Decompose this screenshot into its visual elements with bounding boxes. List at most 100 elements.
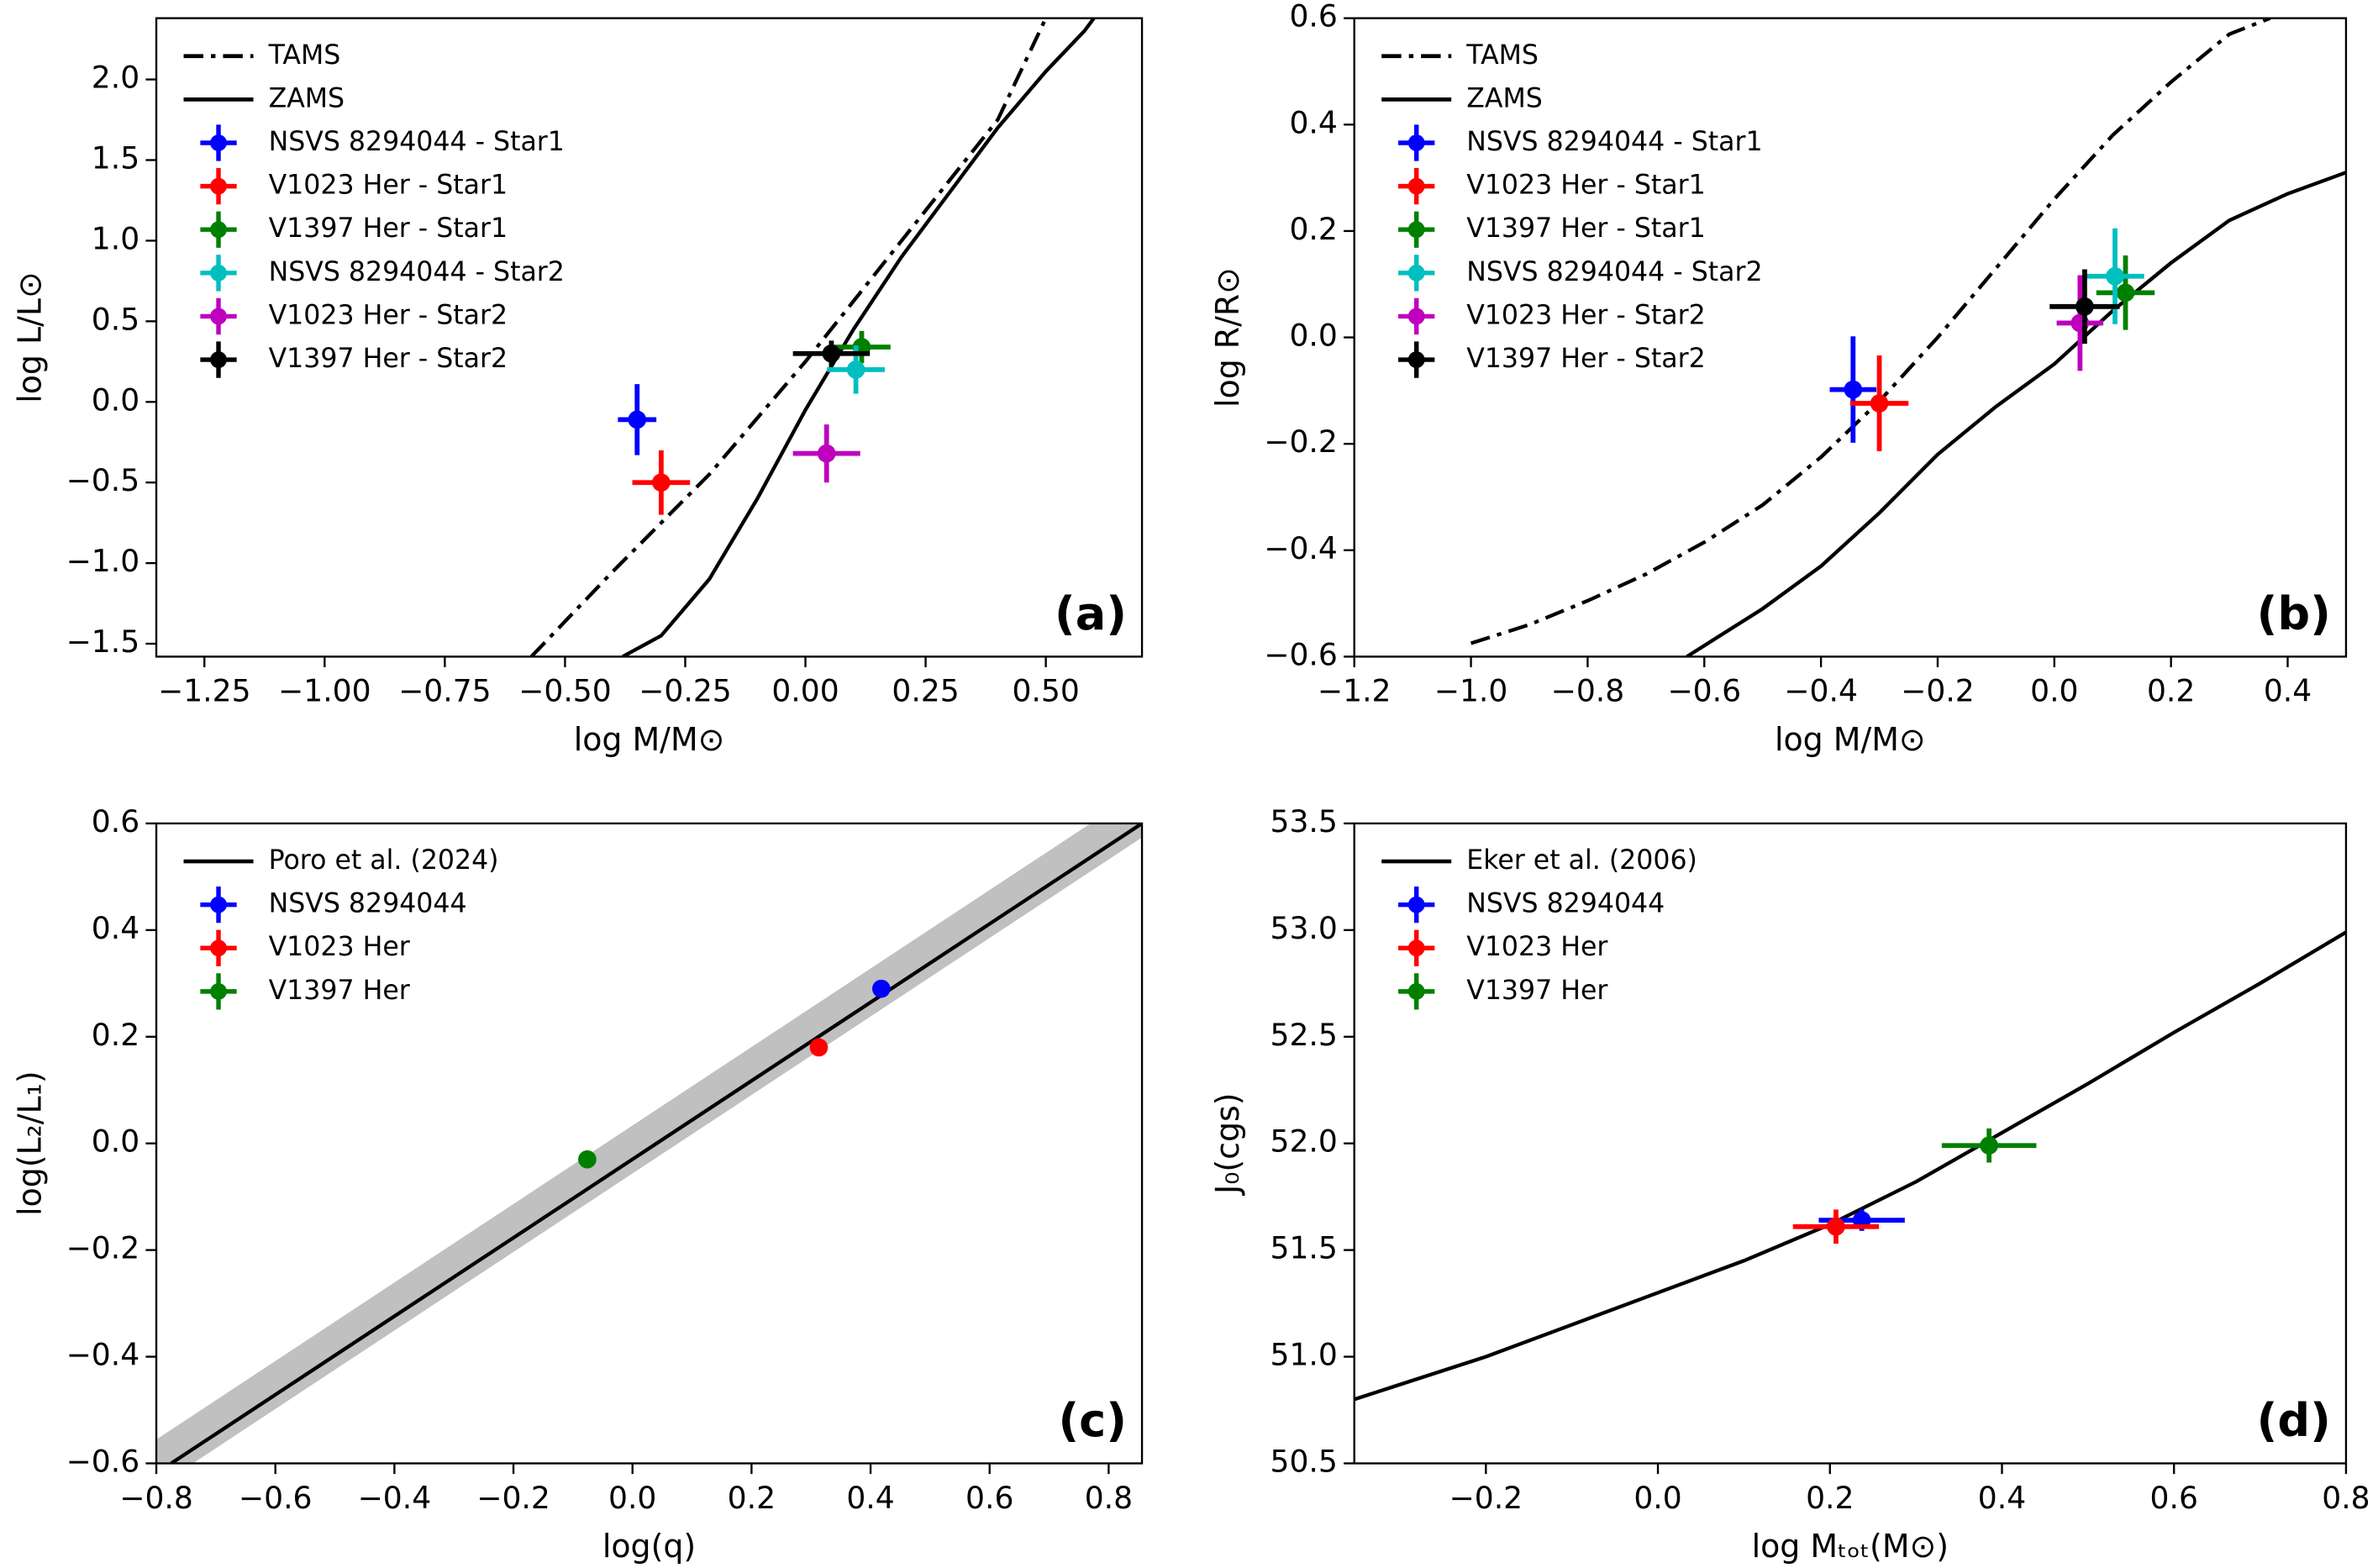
- x-tick-label: −0.8: [119, 1481, 193, 1516]
- x-tick-label: 0.0: [608, 1481, 656, 1516]
- model-line: [1686, 171, 2346, 657]
- data-point: [578, 1150, 597, 1169]
- model-line: [622, 18, 1096, 657]
- legend-marker: [210, 939, 227, 957]
- panel: −1.2 −1.0 −0.8 −0.6 −0.4 −0.2 0.0 0.2 0.4 −0.6 −0.…: [1209, 0, 2348, 758]
- y-tick-label: 0.0: [92, 1124, 139, 1160]
- legend-label: TAMS: [268, 40, 341, 71]
- panel: −0.8 −0.6 −0.4 −0.2 0.0 0.2 0.4 0.6 0.8−0.6−0.4−…: [12, 804, 1144, 1565]
- legend-marker: [210, 308, 227, 325]
- y-tick-label: 2.0: [92, 61, 139, 96]
- x-tick-label: −1.25: [158, 674, 251, 709]
- legend-marker: [1407, 982, 1425, 1000]
- data-point: [2106, 266, 2124, 286]
- axes-frame: [155, 17, 1144, 658]
- y-tick-label: 1.5: [92, 140, 139, 176]
- y-tick-label: 0.0: [1289, 318, 1337, 354]
- model-line: [1470, 18, 2271, 645]
- x-tick-label: 0.2: [1806, 1481, 1854, 1516]
- x-tick-label: −0.25: [639, 674, 732, 709]
- legend-label: V1397 Her - Star1: [269, 213, 508, 244]
- legend-marker: [210, 177, 227, 195]
- legend-marker: [1407, 351, 1425, 368]
- x-tick-label: 0.8: [2322, 1481, 2370, 1516]
- model-line: [529, 18, 1048, 657]
- y-axis-label: log(L₂/L₁): [12, 1071, 49, 1216]
- x-tick-label: −0.6: [239, 1481, 313, 1516]
- legend-marker: [210, 351, 227, 368]
- x-tick-label: −1.0: [1434, 674, 1508, 709]
- x-tick-label: −0.2: [1901, 674, 1975, 709]
- panel: −0.2 0.0 0.2 0.4 0.6 0.8 50.5 51.0 51.5 52.0 52.5 5…: [1209, 804, 2370, 1565]
- x-tick-label: −0.2: [476, 1481, 550, 1516]
- y-tick-label: 51.5: [1271, 1231, 1338, 1266]
- legend-marker: [210, 134, 227, 151]
- panel-label: (a): [1055, 587, 1127, 640]
- uncertainty-band: [156, 823, 1143, 1464]
- axes-frame: [155, 822, 1144, 1465]
- data-point: [1844, 380, 1863, 399]
- legend-label: V1397 Her - Star2: [269, 344, 508, 374]
- legend-label: NSVS 8294044: [269, 889, 467, 919]
- y-tick-label: −1.5: [66, 624, 140, 660]
- y-tick-label: −0.6: [1264, 637, 1338, 672]
- legend: TAMS ZAMS NSVS 8294044 - Star1 V1023 Her - …: [1381, 40, 1763, 378]
- y-tick-label: −1.0: [66, 544, 140, 579]
- x-tick-label: 0.25: [892, 674, 959, 709]
- y-tick-label: −0.4: [1264, 531, 1338, 566]
- legend-label: Eker et al. (2006): [1466, 845, 1697, 876]
- data-point: [2116, 283, 2135, 303]
- legend-marker: [1407, 939, 1425, 957]
- model-line: [1354, 930, 2346, 1402]
- plot-area: [1354, 930, 2346, 1402]
- x-tick-label: 0.4: [2264, 674, 2312, 709]
- y-tick-label: 0.4: [1289, 105, 1337, 140]
- x-axis-label: log M/M⊙: [574, 721, 725, 758]
- data-point: [2075, 297, 2094, 316]
- x-tick-label: 0.8: [1085, 1481, 1133, 1516]
- plot-area: [1470, 18, 2346, 657]
- legend-label: V1023 Her: [269, 932, 410, 962]
- panel-label: (d): [2257, 1394, 2331, 1447]
- y-tick-label: 0.4: [92, 911, 139, 946]
- legend: TAMS ZAMS NSVS 8294044 - Star1 V1023 Her - …: [183, 40, 565, 378]
- legend-label: V1397 Her: [269, 976, 410, 1006]
- legend-label: NSVS 8294044 - Star2: [269, 257, 565, 287]
- data-point: [1980, 1136, 1998, 1155]
- legend-marker: [1407, 264, 1425, 282]
- x-tick-label: 0.6: [2150, 1481, 2198, 1516]
- y-tick-label: −0.4: [66, 1338, 140, 1373]
- axes-frame: [1353, 822, 2348, 1465]
- x-tick-label: 0.0: [2030, 674, 2078, 709]
- x-axis-label: log M/M⊙: [1775, 721, 1926, 758]
- y-tick-label: 52.5: [1271, 1018, 1338, 1053]
- legend-label: V1397 Her - Star2: [1466, 344, 1705, 374]
- legend-marker: [1407, 177, 1425, 195]
- x-tick-label: −1.2: [1318, 674, 1392, 709]
- legend: Eker et al. (2006) NSVS 8294044 V1023 Her V…: [1381, 845, 1697, 1010]
- x-tick-label: 0.0: [1634, 1481, 1681, 1516]
- x-tick-label: −0.75: [398, 674, 492, 709]
- x-tick-label: −0.4: [1784, 674, 1858, 709]
- legend-label: V1397 Her - Star1: [1466, 213, 1705, 244]
- y-tick-label: −0.2: [66, 1231, 140, 1266]
- data-point: [809, 1038, 829, 1057]
- x-tick-label: 0.2: [2147, 674, 2195, 709]
- panel: −1.25 −1.00 −0.75 −0.50 −0.25 0.00 0.25 0.50 −1.…: [12, 17, 1144, 758]
- plot-area: [156, 823, 1143, 1464]
- x-axis-label: log(q): [602, 1528, 696, 1565]
- legend-label: NSVS 8294044 - Star2: [1466, 257, 1762, 287]
- y-tick-label: 52.0: [1271, 1124, 1338, 1160]
- legend-marker: [1407, 134, 1425, 151]
- y-tick-label: 53.5: [1271, 804, 1338, 839]
- legend-marker: [1407, 896, 1425, 913]
- data-point: [652, 473, 671, 492]
- x-tick-label: −0.8: [1551, 674, 1625, 709]
- x-tick-label: 0.6: [965, 1481, 1013, 1516]
- y-tick-label: 0.2: [92, 1018, 139, 1053]
- y-tick-label: −0.6: [66, 1444, 140, 1479]
- y-tick-label: 53.0: [1271, 911, 1338, 946]
- legend-label: NSVS 8294044 - Star1: [1466, 127, 1762, 157]
- legend-label: V1023 Her - Star1: [269, 171, 508, 201]
